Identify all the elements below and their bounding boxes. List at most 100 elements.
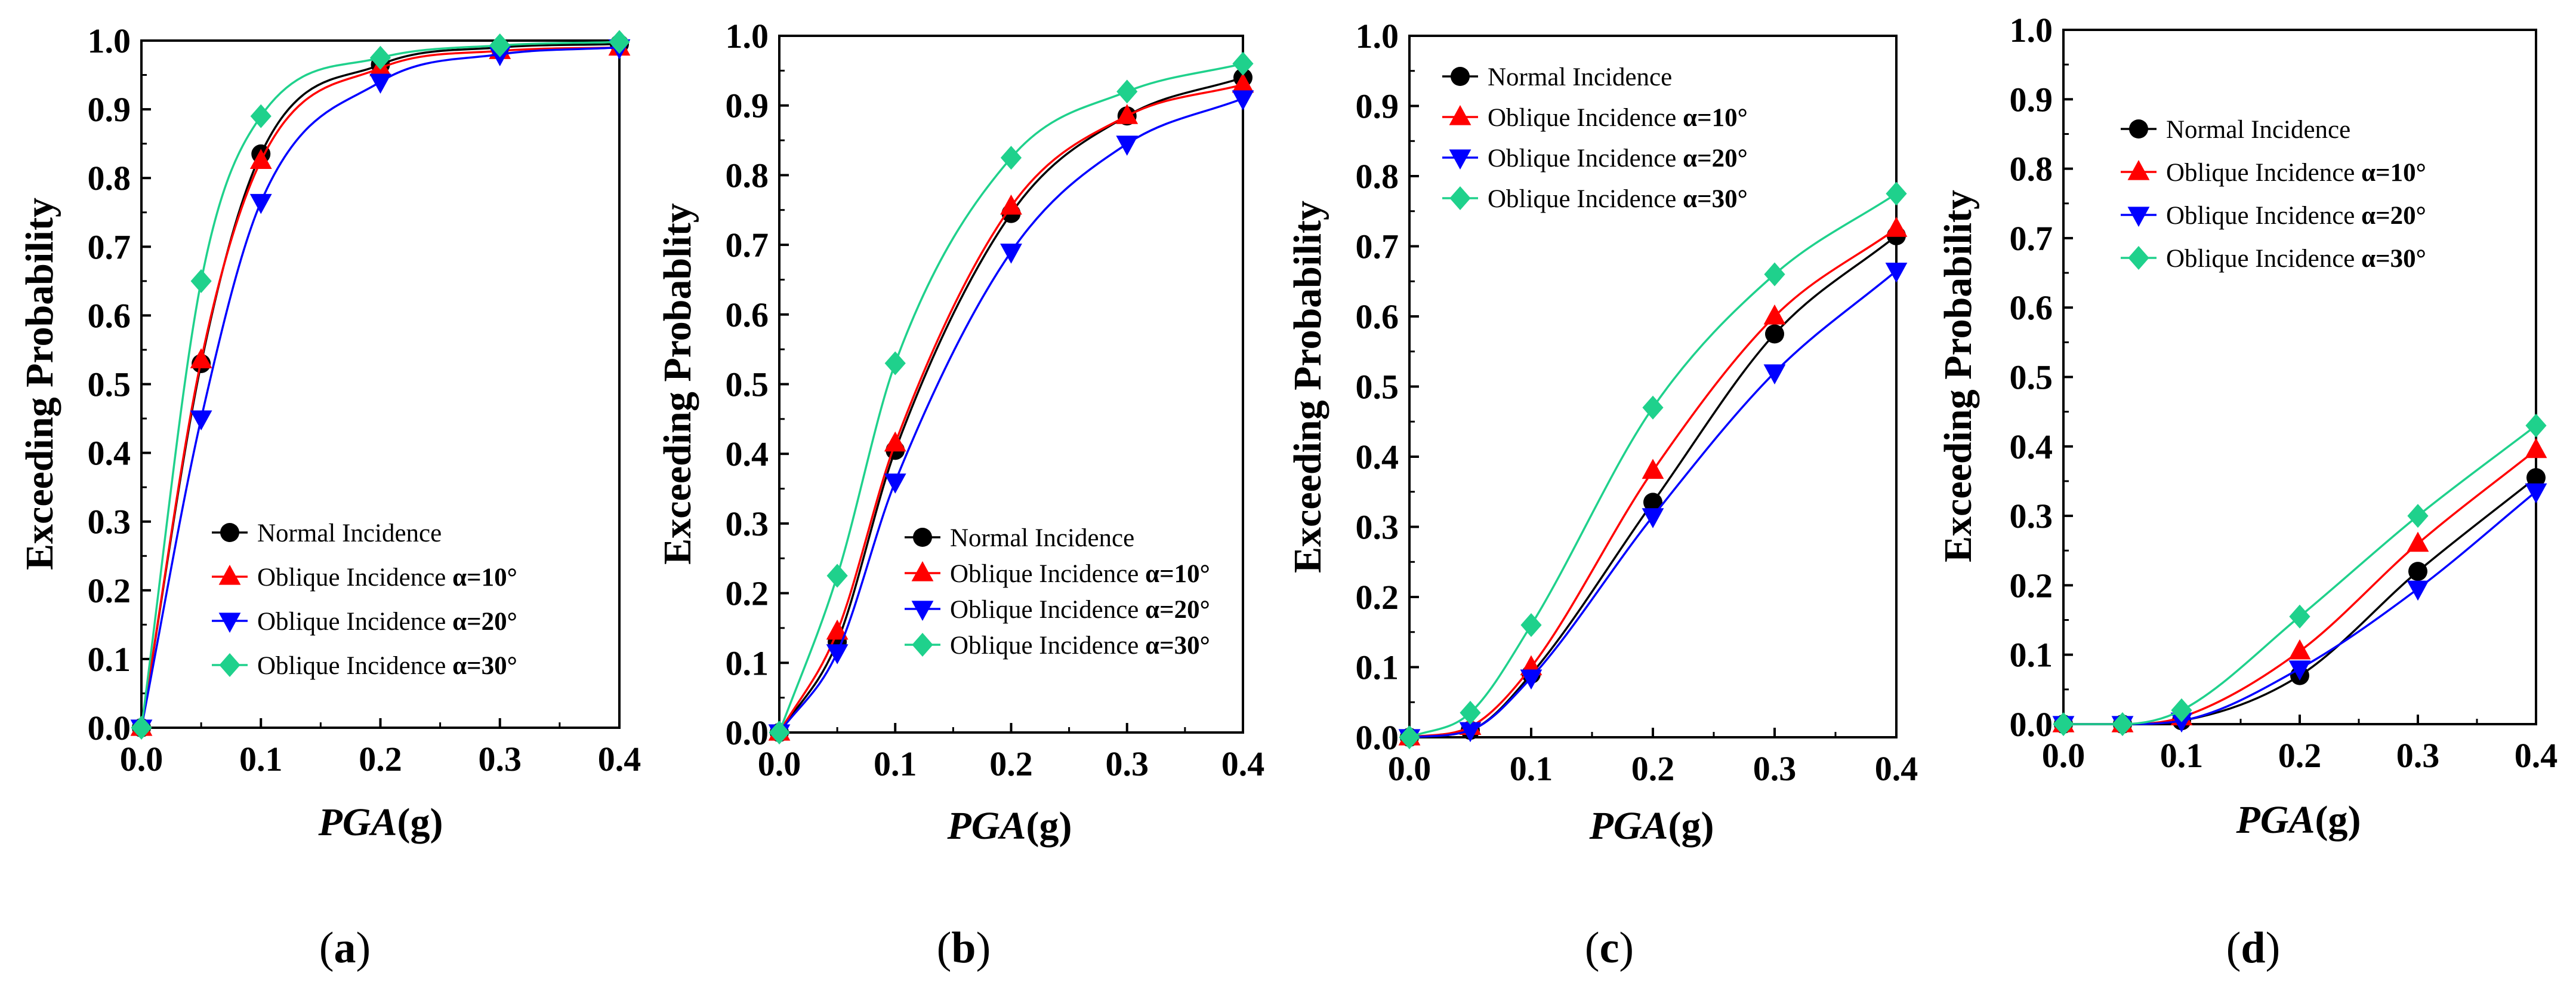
x-tick-label: 0.2 [989, 744, 1033, 783]
x-axis-title: PGA(g) [947, 804, 1072, 848]
legend-series-name: Oblique Incidence [2166, 245, 2361, 273]
y-tick-label: 0.4 [2010, 427, 2053, 466]
data-point-alpha10 [2525, 438, 2547, 458]
data-point-alpha10 [2407, 531, 2429, 552]
legend-label: Oblique Incidence α=20° [1488, 144, 1748, 173]
panels: 0.0 0.1 0.2 0.3 0.4 0.5 0.6 0.7 0.8 0.9 1.0 0.0 0.1 0… [18, 11, 2558, 972]
data-point-alpha10 [1232, 72, 1254, 93]
legend-alpha: α=30° [1683, 185, 1748, 213]
x-axis-title-unit: (g) [1668, 804, 1714, 848]
y-tick-label: 1.0 [88, 21, 131, 60]
data-point-alpha30 [2407, 504, 2429, 528]
caption-letter: d [2241, 924, 2265, 972]
legend-marker-alpha20 [1449, 149, 1471, 170]
data-point-alpha10 [826, 619, 849, 640]
panel-b: 0.0 0.1 0.2 0.3 0.4 0.5 0.6 0.7 0.8 0.9 1.0 0.0 0.1 0… [656, 17, 1265, 972]
y-tick-label: 1.0 [1356, 17, 1399, 56]
x-tick-label: 0.4 [1875, 749, 1918, 788]
data-point-alpha10 [190, 348, 212, 368]
data-point-alpha20 [1000, 244, 1022, 264]
y-tick-label: 0.5 [2010, 358, 2053, 397]
data-point-alpha30 [1886, 181, 1907, 206]
legend-marker-alpha30 [219, 653, 240, 677]
x-tick-label: 0.0 [2042, 736, 2086, 775]
data-point-alpha30 [250, 104, 272, 128]
y-axis-title: Exceeding Probability [18, 198, 61, 570]
data-point-alpha30 [884, 351, 906, 376]
x-tick-label: 0.0 [120, 740, 163, 778]
data-point-alpha30 [2053, 712, 2074, 736]
y-tick-label: 0.5 [88, 365, 131, 404]
y-tick-label: 0.2 [88, 571, 131, 610]
x-tick-label: 0.1 [874, 744, 917, 783]
y-tick-label: 0.7 [2010, 219, 2053, 258]
data-point-alpha30 [1520, 613, 1542, 637]
y-tick-label: 0.8 [726, 156, 769, 195]
data-point-alpha30 [1000, 146, 1022, 170]
caption-paren-close: ) [356, 924, 371, 972]
x-axis-title-pga: PGA [947, 804, 1026, 848]
y-tick-label: 0.2 [1356, 578, 1399, 617]
legend-marker-normal [913, 528, 932, 547]
data-point-alpha30 [2112, 712, 2133, 736]
y-tick-label: 0.6 [88, 296, 131, 335]
y-axis-title: Exceeding Probablity [656, 203, 699, 565]
y-tick-label: 0.3 [1356, 508, 1399, 547]
x-tick-label: 0.3 [1106, 744, 1149, 783]
x-tick-label: 0.0 [1388, 749, 1432, 788]
legend-series-name: Oblique Incidence [1488, 104, 1683, 132]
data-point-alpha10 [1763, 304, 1786, 325]
y-tick-label: 0.8 [2010, 150, 2053, 189]
x-tick-label: 0.1 [239, 740, 283, 778]
x-tick-label: 0.4 [2515, 736, 2558, 775]
data-point-alpha30 [1399, 725, 1420, 749]
legend-label: Normal Incidence [2166, 116, 2350, 144]
y-tick-label: 0.7 [88, 227, 131, 266]
data-point-alpha30 [1116, 79, 1138, 104]
y-tick-label: 0.7 [1356, 227, 1399, 266]
y-tick-label: 0.0 [2010, 705, 2053, 744]
legend-marker-alpha10 [1449, 105, 1471, 125]
data-point-alpha20 [2407, 580, 2429, 601]
legend-marker-alpha10 [2127, 160, 2150, 180]
data-point-alpha10 [884, 431, 906, 452]
x-tick-label: 0.2 [359, 740, 402, 778]
panel-d: 0.0 0.1 0.2 0.3 0.4 0.5 0.6 0.7 0.8 0.9 1.0 0.0 0.1 0… [1936, 11, 2558, 972]
caption-letter: b [951, 924, 976, 972]
legend-label: Oblique Incidence α=10° [1488, 104, 1748, 132]
caption-paren-open: ( [1585, 924, 1600, 972]
legend-label: Oblique Incidence α=20° [950, 596, 1210, 624]
caption-paren-open: ( [319, 924, 334, 972]
data-point-normal [2408, 562, 2427, 581]
data-point-alpha10 [1642, 458, 1664, 479]
data-point-alpha30 [1232, 51, 1254, 76]
legend-label: Oblique Incidence α=10° [950, 560, 1210, 588]
data-point-normal [2526, 468, 2546, 488]
y-tick-label: 0.0 [726, 713, 769, 752]
y-tick-label: 0.6 [726, 296, 769, 334]
legend-series-name: Oblique Incidence [950, 632, 1145, 660]
y-tick-label: 0.0 [88, 709, 131, 747]
data-point-alpha30 [769, 721, 790, 744]
data-point-alpha20 [190, 410, 212, 431]
legend-alpha: α=30° [452, 652, 517, 680]
x-tick-label: 0.1 [1510, 749, 1553, 788]
legend-series-name: Oblique Incidence [2166, 202, 2361, 230]
x-tick-label: 0.3 [479, 740, 522, 778]
data-point-alpha10 [1116, 104, 1139, 124]
panel-caption: (a) [319, 924, 371, 972]
legend-series-name: Oblique Incidence [257, 564, 452, 592]
data-point-alpha30 [1460, 700, 1481, 725]
x-tick-label: 0.4 [1221, 744, 1265, 783]
caption-paren-close: ) [1619, 924, 1634, 972]
y-tick-label: 0.4 [726, 435, 769, 473]
data-point-alpha20 [2525, 483, 2547, 504]
y-tick-label: 0.4 [1356, 438, 1399, 476]
x-tick-label: 0.3 [2396, 736, 2440, 775]
y-tick-label: 0.1 [1356, 648, 1399, 687]
data-point-alpha10 [249, 149, 272, 170]
legend-series-name: Oblique Incidence [257, 652, 452, 680]
